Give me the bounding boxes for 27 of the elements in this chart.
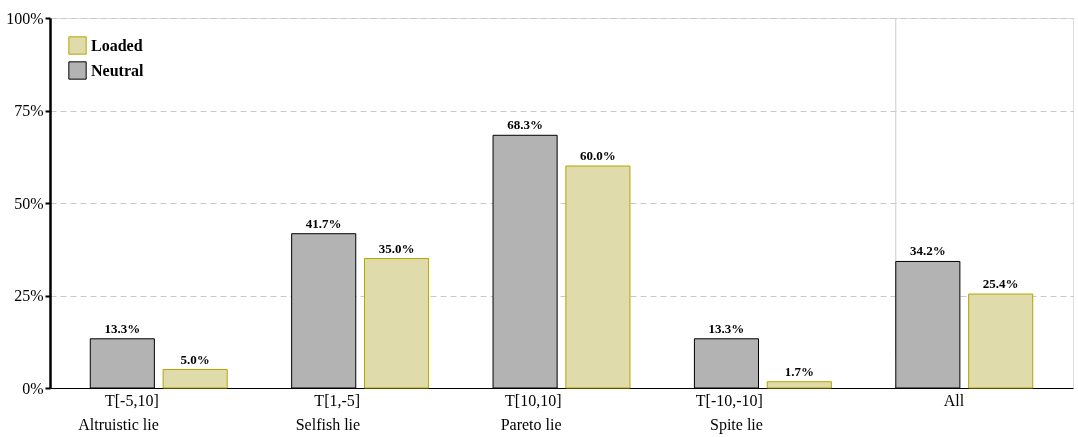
bar bbox=[363, 258, 430, 389]
data-label: 60.0% bbox=[580, 148, 616, 163]
data-label: 68.3% bbox=[507, 117, 543, 133]
y-tick-label: 0% bbox=[22, 379, 44, 397]
data-label: 13.3% bbox=[708, 320, 745, 336]
data-label: 5.0% bbox=[180, 351, 210, 367]
x-tick-label: T[-5,10] Altruistic lie bbox=[78, 391, 159, 433]
y-tick-label: 100% bbox=[6, 9, 44, 27]
data-label: 13.3% bbox=[104, 320, 141, 336]
data-label: 1.7% bbox=[784, 363, 814, 379]
bar bbox=[162, 369, 228, 389]
data-label: 41.7% bbox=[305, 215, 342, 231]
x-tick-label: All bbox=[943, 391, 965, 409]
y-tick-label: 25% bbox=[14, 287, 44, 304]
data-label: 25.4% bbox=[982, 276, 1019, 292]
legend-label: Neutral bbox=[91, 61, 144, 79]
bar bbox=[766, 381, 832, 389]
y-tick-label: 75% bbox=[14, 102, 44, 119]
data-label: 35.0% bbox=[378, 240, 415, 256]
data-label: 34.2% bbox=[909, 243, 946, 259]
bar bbox=[565, 165, 631, 389]
y-tick-label: 50% bbox=[14, 194, 44, 212]
x-tick-label: T[1,-5] Selfish lie bbox=[295, 391, 361, 433]
legend-label: Loaded bbox=[91, 36, 143, 54]
x-tick-label: T[10,10] Pareto lie bbox=[500, 391, 562, 433]
x-tick-label: T[-10,-10] Spite lie bbox=[695, 391, 763, 434]
bar bbox=[968, 293, 1034, 389]
